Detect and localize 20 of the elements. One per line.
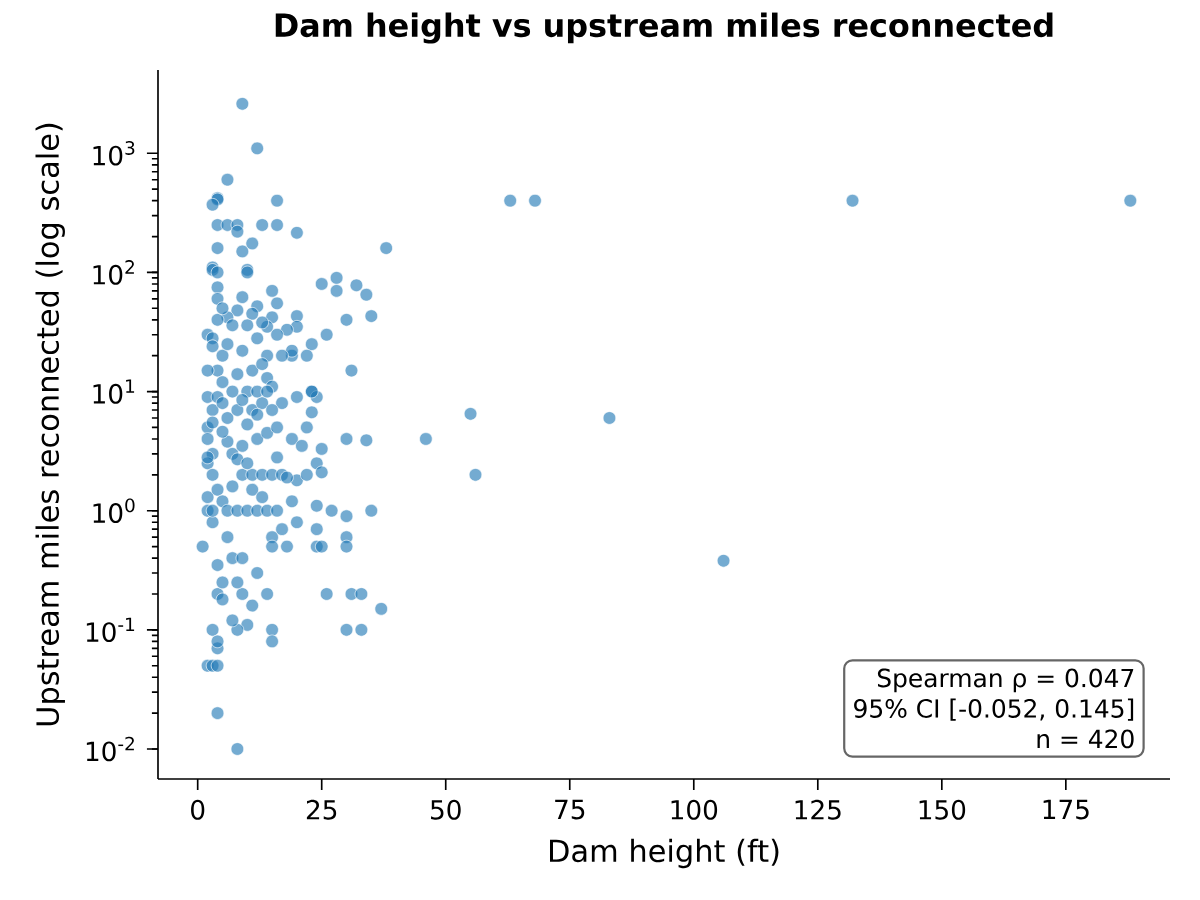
y-tick-label: 10$^{-1}$ xyxy=(86,617,135,643)
y-tick-label: 10$^{1}$ xyxy=(93,379,135,404)
annotation: Spearman ρ = 0.047 xyxy=(877,668,1134,693)
y-tick-label: 10$^{0}$ xyxy=(93,498,135,524)
x-tick-label: 100 xyxy=(671,799,718,820)
x-tick-label: 75 xyxy=(555,799,585,820)
x-axis-title: Dam height (ft) xyxy=(550,838,779,869)
y-tick-label: 10$^{2}$ xyxy=(93,260,134,285)
x-tick-label: 125 xyxy=(795,799,841,820)
y-tick-label: 10$^{-2}$ xyxy=(86,736,134,762)
annotation: n = 420 xyxy=(1037,729,1134,749)
x-tick-label: 175 xyxy=(1043,799,1089,820)
annotation: 95% CI [-0.052, 0.145] xyxy=(854,698,1134,721)
x-tick-label: 25 xyxy=(306,799,337,820)
y-axis-title: Upstream miles reconnected (log scale) xyxy=(35,123,65,726)
y-tick-label: 10$^{3}$ xyxy=(93,140,135,166)
chart-title: Dam height vs upstream miles reconnected xyxy=(275,12,1053,44)
x-tick-label: 150 xyxy=(919,799,966,820)
x-tick-label: 0 xyxy=(191,799,205,820)
x-tick-label: 50 xyxy=(431,799,461,820)
